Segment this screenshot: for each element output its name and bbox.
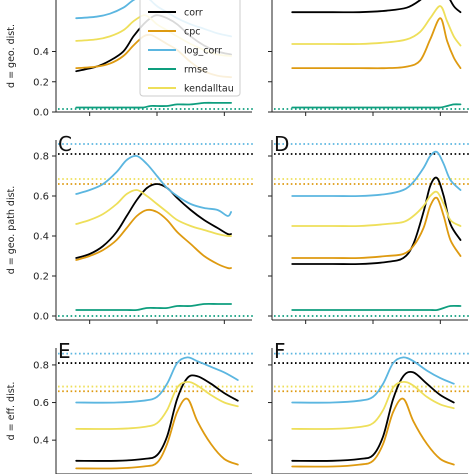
legend-label-corr: corr — [184, 8, 203, 19]
y-tick-label: 0.4 — [33, 436, 49, 447]
series-line-corr — [75, 183, 232, 259]
series-line-log_corr — [75, 154, 232, 217]
y-axis-label: d = geo. path dist. — [6, 186, 17, 275]
y-tick-label: 0.0 — [33, 108, 49, 119]
legend-frame — [139, 0, 241, 97]
y-axis-label: d = eff. dist. — [6, 382, 17, 441]
series-line-kendalltau — [291, 380, 455, 430]
panel-label-C: C — [58, 132, 72, 156]
y-axis-label: d = geo. dist. — [6, 24, 17, 88]
series-line-cpc — [291, 196, 462, 260]
y-tick-label: 0.2 — [33, 77, 49, 88]
panel-label-D: D — [274, 132, 289, 156]
series-line-log_corr — [291, 150, 462, 198]
series-line-corr — [291, 0, 462, 14]
panel-E: 0.4 0.6 0.8 d = eff. dist. — [6, 348, 254, 474]
series-line-kendalltau — [291, 5, 462, 47]
panel-B — [268, 0, 470, 116]
series-line-corr — [291, 370, 455, 462]
series-line-rmse — [75, 302, 232, 312]
panel-D — [268, 140, 470, 324]
y-tick-label: 0.0 — [33, 312, 49, 323]
series-line-corr — [75, 374, 239, 462]
series-line-rmse — [75, 101, 232, 109]
series-line-rmse — [291, 304, 462, 312]
series-line-cpc — [75, 208, 232, 270]
y-tick-label: 0.8 — [33, 360, 49, 371]
series-line-corr — [291, 176, 462, 266]
legend-label-rmse: rmse — [184, 65, 208, 76]
panel-F — [268, 348, 470, 474]
panel-C: 0.0 0.2 0.4 0.6 0.8 d = geo. path dist. — [6, 140, 254, 324]
y-tick-label: 0.6 — [33, 398, 49, 409]
series-line-kendalltau — [75, 189, 232, 238]
series-line-rmse — [291, 103, 462, 109]
series-line-log_corr — [75, 356, 239, 404]
y-tick-label: 0.4 — [33, 232, 49, 243]
legend-label-cpc: cpc — [184, 27, 200, 38]
y-tick-label: 0.8 — [33, 152, 49, 163]
legend-label-log_corr: log_corr — [184, 46, 222, 57]
y-tick-label: 0.6 — [33, 192, 49, 203]
series-line-kendalltau — [291, 190, 462, 228]
series-line-cpc — [291, 397, 455, 468]
legend-label-kendalltau: kendalltau — [184, 84, 234, 95]
panel-label-F: F — [274, 339, 286, 363]
series-line-log_corr — [291, 356, 455, 404]
series-line-cpc — [291, 17, 462, 70]
y-tick-label: 0.4 — [33, 47, 49, 58]
series-line-kendalltau — [75, 380, 239, 430]
panel-label-E: E — [58, 339, 71, 363]
y-tick-label: 0.2 — [33, 272, 49, 283]
series-line-cpc — [75, 397, 239, 470]
